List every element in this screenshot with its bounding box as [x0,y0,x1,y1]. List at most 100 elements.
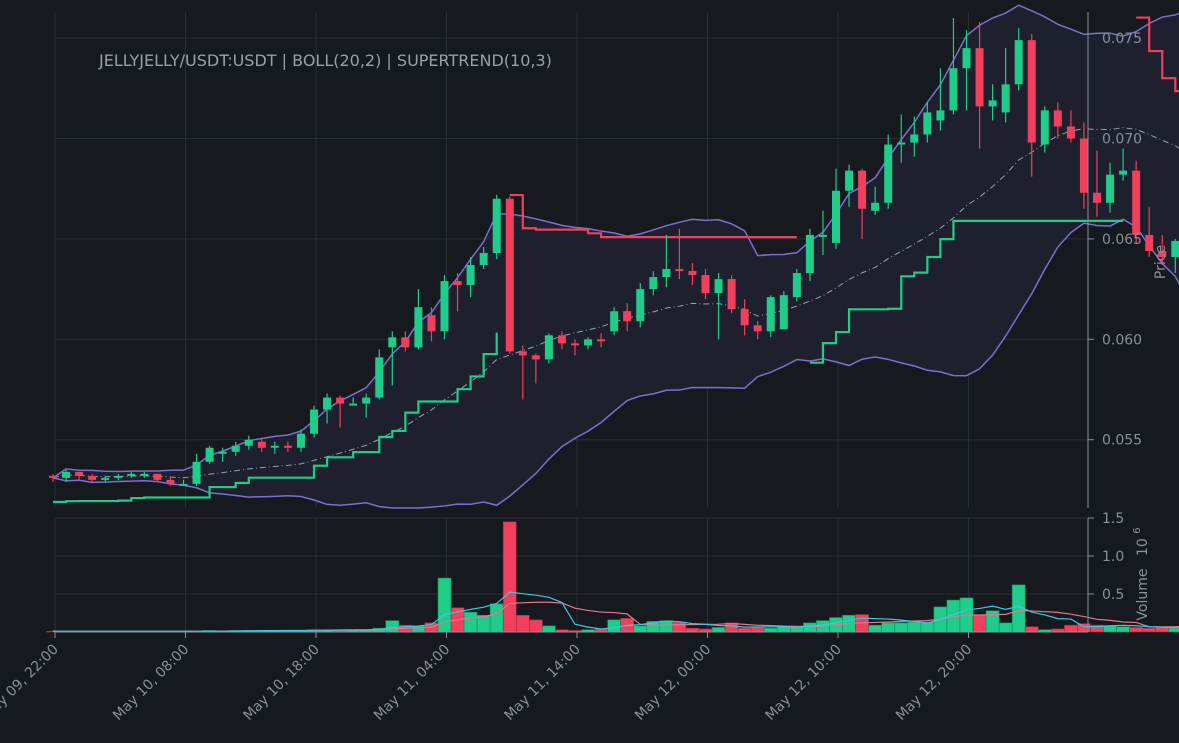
volume-bar-up [894,622,909,633]
candle-body-up [610,311,619,332]
candle [75,471,84,480]
candle [88,473,97,482]
candle-body-up [296,433,305,448]
candle-body-up [962,48,971,69]
volume-bar-up [711,627,726,633]
volume-bar-down [515,614,530,633]
candle-body-down [153,473,162,480]
price-tick-labels: 0.055 0.060 0.065 0.070 0.075 [1102,31,1142,449]
candle [675,228,684,280]
candle [440,275,449,340]
candle [597,333,606,348]
candle-body-down [88,475,97,480]
candle-body-up [662,269,671,278]
volume-axis-exponent: 6 [1132,527,1143,533]
candle [231,441,240,456]
volume-bar-down [672,621,687,633]
volume-bar-up [1168,627,1179,633]
price-tick-label: 0.065 [1102,232,1142,248]
candle-body-up [910,134,919,143]
volume-bar-down [750,627,765,633]
candle [140,471,149,478]
candle [923,102,932,143]
candle-body-down [753,325,762,332]
candle [336,395,345,428]
candle [531,353,540,384]
candle-body-up [923,112,932,135]
candle [427,307,436,342]
candle-body-up [714,279,723,294]
candle [936,68,945,131]
candle [871,186,880,215]
volume-bar-up [542,625,556,633]
candle [779,291,788,330]
volume-bar-down [1155,627,1170,633]
candle [832,168,840,249]
candle [975,22,984,149]
candle-body-up [636,289,645,322]
candle [1014,28,1023,91]
volume-bar-down [685,627,700,633]
volume-bar-up [607,619,621,633]
candle [1066,110,1075,143]
bollinger-upper-band [52,4,1179,479]
candle [1053,102,1062,139]
candle [505,196,514,354]
candle-body-up [466,265,475,286]
candle-body-up [140,473,149,476]
candle-body-up [440,281,449,332]
volume-tick-label: 0.5 [1102,587,1124,603]
candle [1145,206,1154,257]
volume-bar-down [1024,626,1039,633]
volume-bar-down [972,614,987,633]
candle [401,331,410,352]
volume-bar-up [763,627,778,633]
supertrend-downtrend-segment [1136,16,1179,93]
candle-body-down [975,48,984,107]
candle-body-down [740,309,749,326]
volume-bar-down [502,521,517,633]
candle-body-down [571,343,579,346]
candle-body-up [818,234,827,237]
candle [1093,150,1101,217]
candle [362,393,371,418]
candle-body-up [792,273,801,298]
volume-axis-label: Volume [1135,569,1151,621]
volume-bar-up [998,622,1013,633]
candle-body-up [949,68,958,111]
candle [518,345,527,400]
candle [192,453,201,486]
candle [127,471,136,478]
candle-body-up [270,445,279,448]
candle [414,289,423,350]
candle-body-up [375,357,384,398]
candle-body-up [897,142,906,145]
volume-bar-up [385,620,400,633]
volume-tick-label: 1.5 [1102,511,1124,527]
candle [479,246,488,270]
bollinger-band-fill [53,5,1179,508]
candle-body-up [1001,84,1010,113]
candle [662,234,671,288]
volume-gridlines [55,517,1094,595]
candle-body-down [623,311,632,322]
supertrend-uptrend-segment [53,332,498,504]
candle [910,116,919,157]
volume-bar-down [737,627,752,633]
candle-body-up [310,409,318,434]
candle-body-down [1066,126,1075,139]
candle [323,393,332,424]
candle [453,273,462,312]
candle-body-up [492,198,501,253]
candle [753,321,762,340]
price-tick-label: 0.070 [1102,132,1142,148]
candle-body-down [49,475,57,478]
candle [244,435,253,450]
candle [388,331,397,386]
candle [1079,122,1088,209]
volume-bar-up [1116,626,1130,633]
candle-body-up [388,337,397,348]
candle [296,429,305,452]
candle-body-down [401,337,410,348]
volume-bar-up [411,625,426,633]
